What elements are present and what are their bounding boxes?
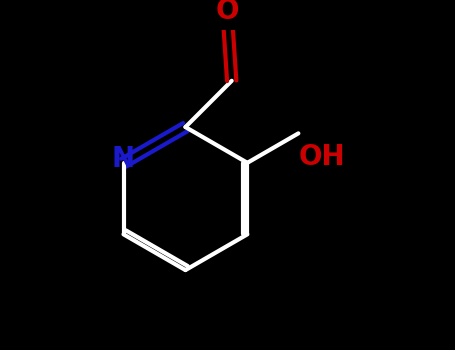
Text: O: O — [216, 0, 239, 25]
Text: N: N — [112, 146, 135, 174]
Text: OH: OH — [298, 143, 345, 171]
